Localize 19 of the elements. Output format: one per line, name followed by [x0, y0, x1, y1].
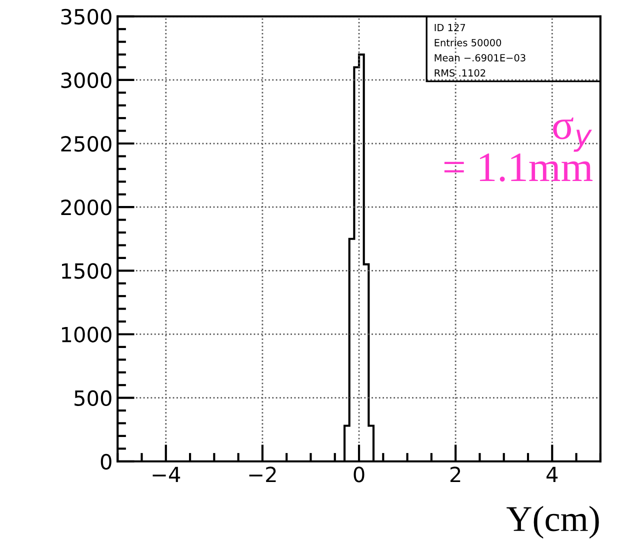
y-tick-label: 2500: [61, 136, 112, 152]
x-tick-label: 0: [354, 466, 364, 482]
y-tick-label: 500: [74, 390, 112, 406]
annotation: Entries 50000: [434, 38, 502, 46]
y-tick-label: 0: [100, 454, 112, 470]
annotation: σ$_{y}$ = 1.1mm: [444, 117, 593, 182]
y-tick-label: 1000: [62, 326, 112, 342]
y-tick-label: 2000: [61, 200, 112, 216]
x-tick-label: 2: [450, 466, 460, 482]
annotation: Mean −.6901E−03: [434, 54, 526, 62]
annotation: RMS .1102: [434, 69, 486, 77]
x-tick-label: 4: [546, 466, 558, 482]
x-tick-label: −4: [152, 466, 180, 482]
y-tick-label: 1500: [62, 263, 112, 279]
y-tick-label: 3500: [61, 8, 112, 25]
annotation: ID 127: [434, 24, 466, 32]
y-tick-label: 3000: [61, 72, 112, 88]
x-axis-title: Y(cm): [506, 506, 599, 539]
x-tick-label: −2: [249, 466, 276, 482]
